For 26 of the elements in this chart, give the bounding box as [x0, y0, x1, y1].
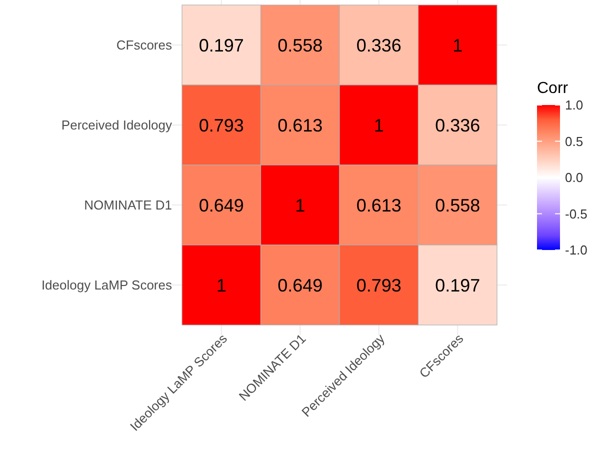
y-tick-label: Perceived Ideology [61, 118, 172, 133]
color-bar-label: -0.5 [565, 206, 588, 222]
data-label: 0.649 [198, 195, 244, 216]
color-bar-label: 0.5 [565, 134, 584, 149]
data-label: 0.649 [278, 275, 323, 296]
y-tick-label: CFscores [116, 38, 172, 53]
data-label: 0.197 [198, 35, 244, 56]
data-label: 0.793 [198, 115, 244, 136]
data-label: 0.613 [278, 115, 323, 136]
data-label: 0.336 [356, 35, 402, 56]
color-bar-label: -1.0 [565, 242, 588, 258]
data-label: 0.558 [278, 35, 323, 56]
data-label: 1 [452, 35, 463, 56]
data-label: 0.336 [435, 115, 480, 136]
data-label: 0.613 [356, 195, 402, 216]
color-bar-label: 1.0 [565, 98, 584, 113]
data-label: 0.197 [435, 275, 480, 296]
color-bar-label: 0.0 [565, 170, 584, 186]
data-label: 1 [374, 115, 384, 136]
data-label: 0.793 [356, 275, 402, 296]
data-label: 0.558 [435, 195, 480, 216]
data-label: 1 [216, 275, 226, 296]
y-tick-label: Ideology LaMP Scores [41, 278, 172, 293]
y-tick-label: NOMINATE D1 [84, 198, 172, 213]
color-bar-title: Corr [537, 80, 569, 97]
data-label: 1 [295, 195, 306, 216]
